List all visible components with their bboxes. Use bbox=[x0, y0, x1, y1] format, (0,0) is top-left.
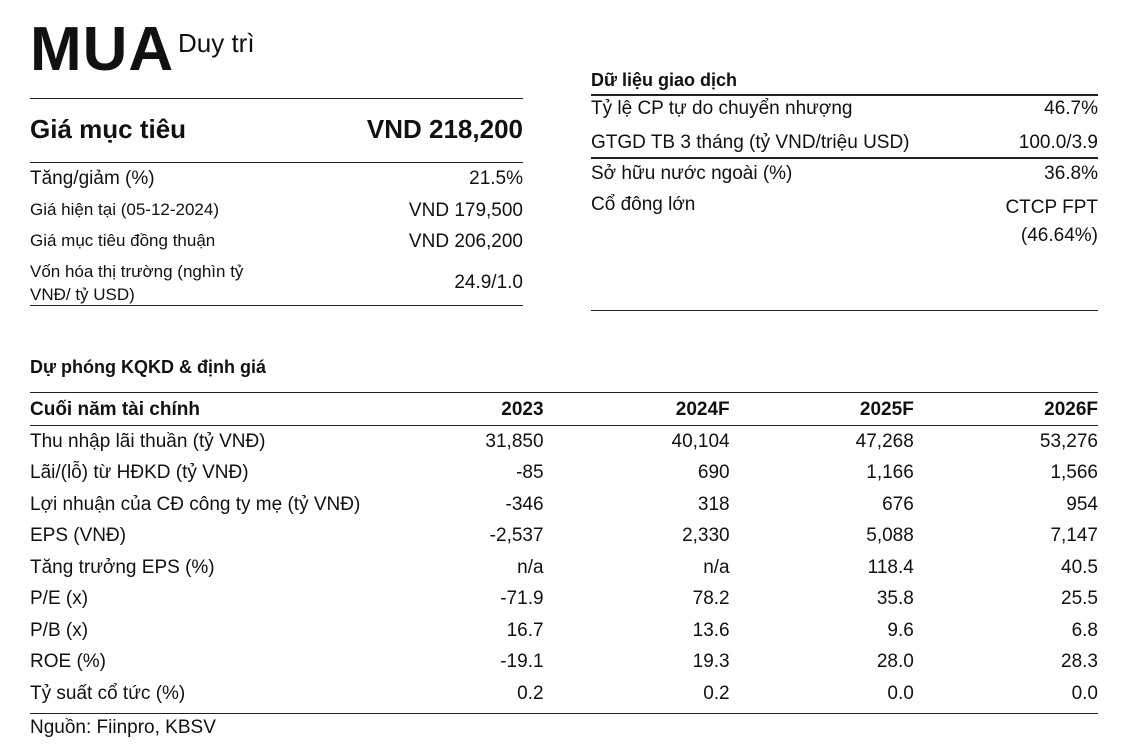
trading-row: Tỷ lệ CP tự do chuyển nhượng 46.7% bbox=[591, 98, 1098, 119]
table-header: Cuối năm tài chính 2023 2024F 2025F 2026F bbox=[30, 395, 1098, 426]
table-cell: 40,104 bbox=[671, 430, 730, 452]
table-cell: 6.8 bbox=[1071, 619, 1098, 641]
table-cell: -71.9 bbox=[500, 588, 544, 610]
table-cell: 1,166 bbox=[866, 462, 914, 484]
table-row: P/B (x) 16.7 13.6 9.6 6.8 bbox=[30, 615, 1098, 647]
table-cell: 53,276 bbox=[1039, 430, 1098, 452]
table-row: Tăng trưởng EPS (%) n/a n/a 118.4 40.5 bbox=[30, 552, 1098, 584]
table-cell: 0.0 bbox=[887, 682, 914, 704]
table-cell: 7,147 bbox=[1050, 525, 1098, 547]
table-row: Lãi/(lỗ) từ HĐKD (tỷ VNĐ) -85 690 1,166 1,56… bbox=[30, 458, 1098, 490]
table-cell: Thu nhập lãi thuần (tỷ VNĐ) bbox=[30, 430, 266, 452]
table-row: ROE (%) -19.1 19.3 28.0 28.3 bbox=[30, 647, 1098, 679]
table-cell: Tỷ suất cổ tức (%) bbox=[30, 682, 186, 704]
table-cell: 40.5 bbox=[1061, 556, 1098, 578]
table-row: EPS (VNĐ) -2,537 2,330 5,088 7,147 bbox=[30, 521, 1098, 553]
table-cell: 28.3 bbox=[1061, 651, 1098, 673]
target-label: Giá mục tiêu bbox=[30, 114, 187, 144]
table-cell: 28.0 bbox=[876, 651, 914, 673]
rating-status: Duy trì bbox=[178, 28, 255, 58]
target-price: Giá mục tiêu VND 218,200 bbox=[30, 114, 523, 145]
table-cell: 16.7 bbox=[506, 619, 544, 641]
forecast-title: Dự phóng KQKD & định giá bbox=[30, 357, 267, 377]
table-cell: 676 bbox=[882, 493, 914, 515]
table-cell: 5,088 bbox=[866, 525, 914, 547]
table-cell: 0.2 bbox=[517, 682, 544, 704]
rating: MUA bbox=[30, 15, 175, 84]
table-cell: 47,268 bbox=[855, 430, 914, 452]
table-cell: 0.0 bbox=[1071, 682, 1098, 704]
trading-row: Sở hữu nước ngoài (%) 36.8% bbox=[591, 163, 1098, 184]
table-cell: n/a bbox=[517, 556, 544, 578]
table-row: Tỷ suất cổ tức (%) 0.2 0.2 0.0 0.0 bbox=[30, 678, 1098, 710]
summary-row: Vốn hóa thị trường (nghìn tỷ VNĐ/ tỷ USD… bbox=[30, 262, 523, 304]
table-cell: 1,566 bbox=[1050, 462, 1098, 484]
table-cell: 13.6 bbox=[692, 619, 730, 641]
table-cell: 78.2 bbox=[692, 588, 730, 610]
table-cell: 9.6 bbox=[887, 619, 914, 641]
table-row: Thu nhập lãi thuần (tỷ VNĐ) 31,850 40,104 4… bbox=[30, 426, 1098, 458]
trading-row: Cổ đông lớn CTCP FPT (46.64%) bbox=[591, 194, 1098, 246]
table-cell: ROE (%) bbox=[30, 651, 106, 673]
table-cell: 19.3 bbox=[692, 651, 730, 673]
table-cell: -2,537 bbox=[489, 525, 544, 547]
table-cell: 25.5 bbox=[1061, 588, 1098, 610]
table-cell: Lợi nhuận của CĐ công ty mẹ (tỷ VNĐ) bbox=[30, 493, 361, 515]
table-cell: P/B (x) bbox=[30, 619, 89, 641]
table-cell: 690 bbox=[697, 462, 730, 484]
forecast-table: Cuối năm tài chính 2023 2024F 2025F 2026F Th… bbox=[30, 395, 1098, 710]
table-cell: 35.8 bbox=[876, 588, 914, 610]
summary-row: Tăng/giảm (%) 21.5% bbox=[30, 168, 523, 189]
summary-row: Giá hiện tại (05-12-2024) VND 179,500 bbox=[30, 200, 523, 221]
table-cell: Lãi/(lỗ) từ HĐKD (tỷ VNĐ) bbox=[30, 462, 249, 484]
table-cell: 118.4 bbox=[867, 556, 914, 578]
source-note: Nguồn: Fiinpro, KBSV bbox=[30, 717, 216, 738]
table-cell: 2,330 bbox=[682, 525, 730, 547]
table-cell: 0.2 bbox=[703, 682, 730, 704]
table-cell: n/a bbox=[703, 556, 730, 578]
table-cell: Tăng trưởng EPS (%) bbox=[30, 556, 215, 578]
table-cell: -346 bbox=[505, 493, 544, 515]
table-row: P/E (x) -71.9 78.2 35.8 25.5 bbox=[30, 584, 1098, 616]
table-cell: 954 bbox=[1066, 493, 1098, 515]
table-cell: 318 bbox=[697, 493, 730, 515]
table-cell: -85 bbox=[516, 462, 544, 484]
table-cell: EPS (VNĐ) bbox=[30, 525, 127, 547]
trading-title: Dữ liệu giao dịch bbox=[591, 70, 738, 90]
table-cell: -19.1 bbox=[500, 651, 544, 673]
trading-row: GTGD TB 3 tháng (tỷ VND/triệu USD) 100.0/… bbox=[591, 132, 1098, 153]
target-value: VND 218,200 bbox=[366, 114, 523, 144]
table-row: Lợi nhuận của CĐ công ty mẹ (tỷ VNĐ) -346… bbox=[30, 489, 1098, 521]
table-cell: P/E (x) bbox=[30, 588, 89, 610]
summary-row: Giá mục tiêu đồng thuận VND 206,200 bbox=[30, 231, 523, 252]
table-cell: 31,850 bbox=[485, 430, 544, 452]
